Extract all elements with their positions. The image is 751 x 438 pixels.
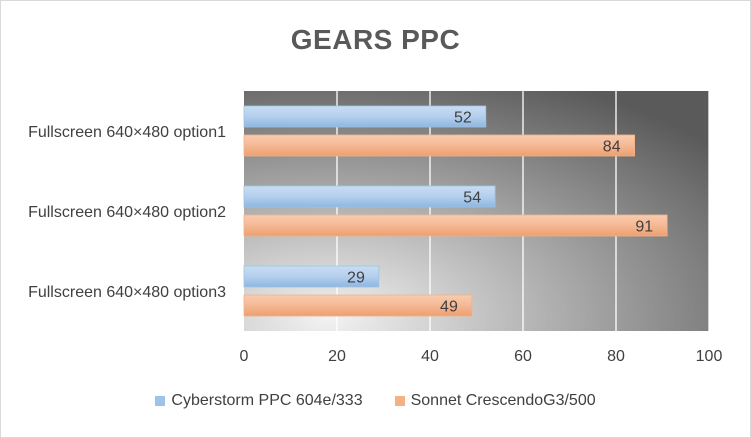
x-tick-label: 100 — [696, 348, 723, 365]
plot-area — [244, 91, 709, 331]
x-tick-label: 80 — [607, 348, 625, 365]
legend-item-series-1: Cyberstorm PPC 604e/333 — [155, 392, 363, 410]
bar-series-2 — [243, 134, 636, 157]
chart-title: GEARS PPC — [290, 24, 461, 55]
y-category-label: Fullscreen 640×480 option1 — [28, 124, 226, 141]
x-tick-label: 20 — [328, 348, 346, 365]
x-tick-label: 60 — [514, 348, 532, 365]
legend-item-series-2: Sonnet CrescendoG3/500 — [394, 392, 596, 410]
x-tick-label: 40 — [421, 348, 439, 365]
x-tick-label: 0 — [240, 348, 249, 365]
data-label: 91 — [635, 219, 653, 236]
y-category-label: Fullscreen 640×480 option2 — [28, 204, 226, 221]
bar-series-1 — [243, 105, 487, 128]
y-category-label: Fullscreen 640×480 option3 — [28, 284, 226, 301]
legend-label-series-1: Cyberstorm PPC 604e/333 — [171, 392, 363, 409]
gridlines — [336, 91, 710, 331]
data-label: 29 — [347, 270, 365, 287]
bar-series-1 — [243, 185, 496, 208]
data-label: 84 — [603, 139, 621, 156]
labels: 0 20 40 60 80 100 Fullscreen 640×480 option1 52… — [28, 110, 722, 366]
data-label: 54 — [463, 190, 481, 207]
data-label: 52 — [454, 110, 472, 127]
legend: Cyberstorm PPC 604e/333 Sonnet Crescendo… — [0, 392, 751, 410]
bar-series-1 — [243, 265, 380, 288]
bar-series-2 — [243, 294, 473, 317]
legend-swatch-series-2 — [394, 396, 405, 406]
bars — [243, 105, 668, 317]
data-label: 49 — [440, 299, 458, 316]
legend-swatch-series-1 — [155, 396, 166, 406]
legend-label-series-2: Sonnet CrescendoG3/500 — [410, 392, 596, 409]
bar-series-2 — [243, 214, 668, 237]
